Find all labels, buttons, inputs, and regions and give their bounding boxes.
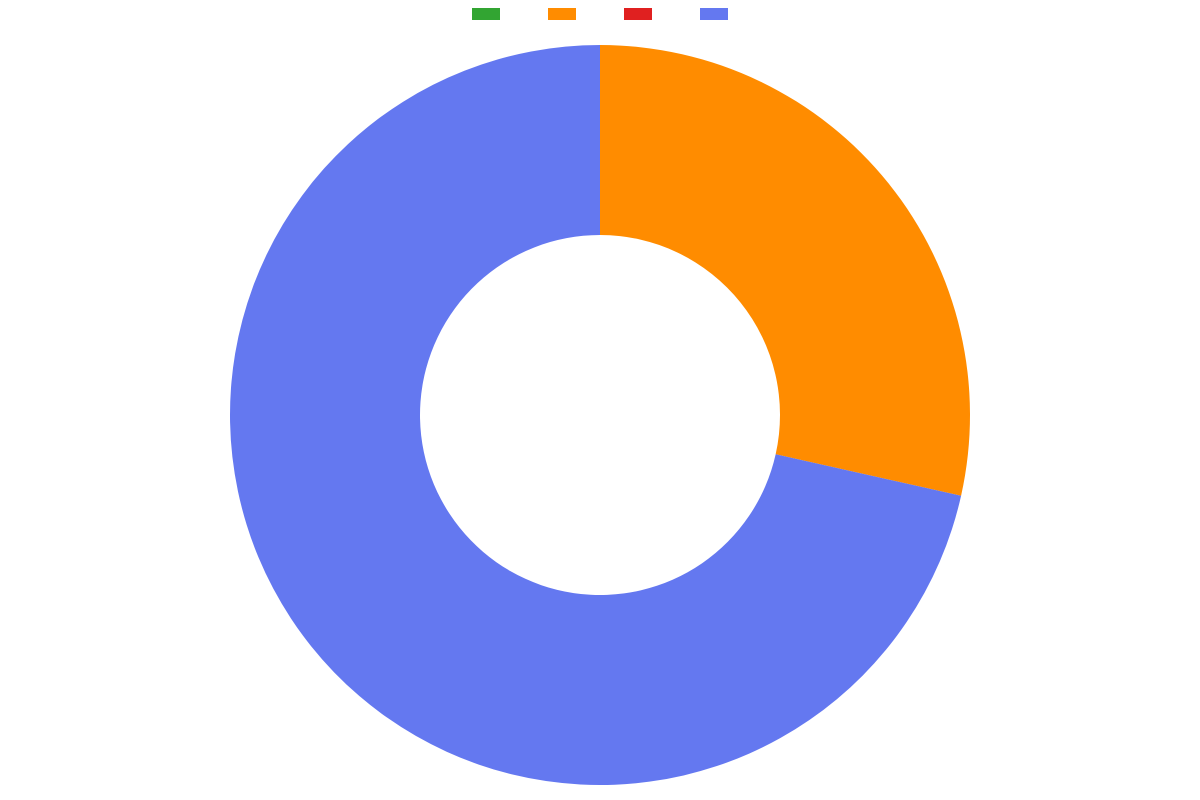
legend-swatch xyxy=(472,8,500,20)
chart-area xyxy=(0,30,1200,800)
legend-item xyxy=(700,8,728,20)
legend-swatch xyxy=(624,8,652,20)
legend-item xyxy=(624,8,652,20)
legend-swatch xyxy=(700,8,728,20)
legend-item xyxy=(472,8,500,20)
donut-chart xyxy=(0,30,1200,800)
chart-container xyxy=(0,0,1200,800)
legend-item xyxy=(548,8,576,20)
legend xyxy=(0,8,1200,20)
legend-swatch xyxy=(548,8,576,20)
donut-slice xyxy=(600,45,970,496)
